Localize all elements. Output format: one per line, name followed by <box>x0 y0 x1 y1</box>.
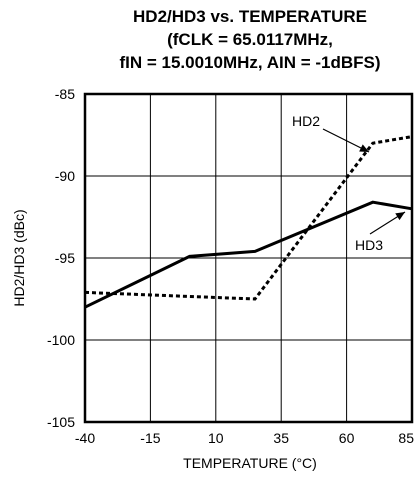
chart-title-line-2: (fCLK = 65.0117MHz, <box>167 30 333 49</box>
annotation-hd2: HD2 <box>292 113 320 129</box>
y-tick-label: -90 <box>55 168 75 184</box>
tick-labels: -40 -15 10 35 60 85 -85 -90 -95 -100 -105 <box>47 86 414 446</box>
y-axis-label: HD2/HD3 (dBc) <box>11 209 27 306</box>
annotations: HD2 HD3 <box>292 113 406 253</box>
chart-title-line-3: fIN = 15.0010MHz, AIN = -1dBFS) <box>119 53 380 72</box>
series-lines <box>84 135 413 309</box>
y-tick-label: -85 <box>55 86 75 102</box>
grid <box>84 93 413 423</box>
x-axis-label: TEMPERATURE (°C) <box>183 455 317 471</box>
x-tick-label: -40 <box>75 430 95 446</box>
chart-title-line-1: HD2/HD3 vs. TEMPERATURE <box>133 7 367 26</box>
y-tick-label: -105 <box>47 414 75 430</box>
plot-frame <box>83 92 414 424</box>
x-tick-label: 60 <box>339 430 355 446</box>
arrowhead-icon <box>395 212 405 221</box>
series-line-hd2 <box>84 135 413 301</box>
x-tick-label: 10 <box>208 430 224 446</box>
y-tick-label: -100 <box>47 332 75 348</box>
arrowhead-icon <box>359 144 369 152</box>
series-line-hd3 <box>84 200 413 309</box>
annotation-hd3: HD3 <box>355 237 383 253</box>
x-tick-label: 35 <box>273 430 289 446</box>
x-tick-label: -15 <box>140 430 160 446</box>
x-tick-label: 85 <box>398 430 414 446</box>
y-tick-label: -95 <box>55 250 75 266</box>
